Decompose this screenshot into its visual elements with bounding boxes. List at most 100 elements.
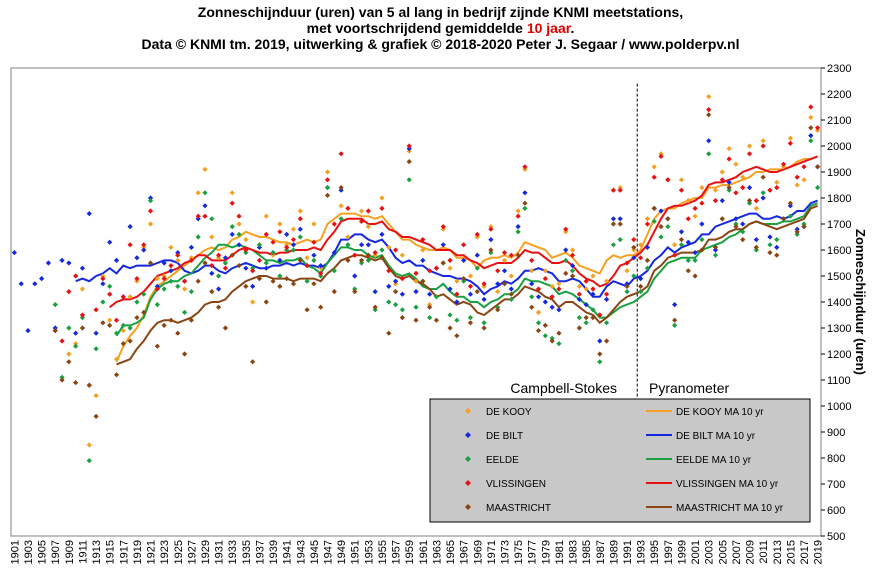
data-point-maastricht xyxy=(495,307,501,313)
data-point-maastricht xyxy=(808,125,814,131)
data-point-maastricht xyxy=(508,291,514,297)
x-tick-label: 2013 xyxy=(772,540,784,564)
data-point-eelde xyxy=(726,187,732,193)
data-point-maastricht xyxy=(665,216,671,222)
data-point-vlissingen xyxy=(685,216,691,222)
data-point-eelde xyxy=(161,286,167,292)
data-point-vlissingen xyxy=(420,237,426,243)
data-point-vlissingen xyxy=(447,257,453,263)
data-point-de-kooy xyxy=(556,281,562,287)
data-point-de-bilt xyxy=(488,237,494,243)
data-point-eelde xyxy=(229,224,235,230)
data-point-vlissingen xyxy=(168,263,174,269)
data-point-eelde xyxy=(767,242,773,248)
data-point-de-kooy xyxy=(740,174,746,180)
data-point-maastricht xyxy=(318,304,324,310)
data-point-vlissingen xyxy=(515,213,521,219)
data-point-maastricht xyxy=(311,281,317,287)
data-point-maastricht xyxy=(420,278,426,284)
data-point-vlissingen xyxy=(413,270,419,276)
x-tick-label: 1925 xyxy=(173,540,185,564)
data-point-de-bilt xyxy=(699,221,705,227)
data-point-de-bilt xyxy=(597,338,603,344)
data-point-de-bilt xyxy=(209,270,215,276)
data-point-maastricht xyxy=(610,221,616,227)
data-point-vlissingen xyxy=(263,231,269,237)
data-point-eelde xyxy=(100,299,106,305)
y-tick-label: 2200 xyxy=(827,89,851,101)
data-point-eelde xyxy=(263,260,269,266)
data-point-de-kooy xyxy=(154,276,160,282)
data-point-de-bilt xyxy=(243,265,249,271)
data-point-de-kooy xyxy=(454,278,460,284)
data-point-vlissingen xyxy=(379,205,385,211)
data-point-eelde xyxy=(794,231,800,237)
data-point-maastricht xyxy=(624,283,630,289)
data-point-maastricht xyxy=(467,320,474,326)
data-point-de-kooy xyxy=(794,182,800,188)
annotation-campbell-stokes: Campbell-Stokes xyxy=(510,380,617,396)
ma-line-vlissingen xyxy=(109,155,818,308)
y-tick-label: 500 xyxy=(827,531,845,543)
data-point-eelde xyxy=(685,257,691,263)
data-point-de-bilt xyxy=(297,226,303,232)
data-point-maastricht xyxy=(685,268,691,274)
data-point-vlissingen xyxy=(712,198,719,204)
data-point-vlissingen xyxy=(808,104,814,110)
data-point-eelde xyxy=(188,289,194,295)
data-point-eelde xyxy=(147,198,154,204)
data-point-de-bilt xyxy=(501,268,508,274)
data-point-de-kooy xyxy=(644,216,651,222)
y-tick-label: 2300 xyxy=(827,63,851,75)
x-tick-label: 1937 xyxy=(254,540,266,564)
x-tick-label: 2003 xyxy=(704,540,716,564)
data-point-de-kooy xyxy=(685,198,691,204)
data-point-eelde xyxy=(311,257,317,263)
data-point-vlissingen xyxy=(631,237,637,243)
data-point-de-bilt xyxy=(542,299,548,305)
data-point-vlissingen xyxy=(290,237,297,243)
data-point-de-kooy xyxy=(638,242,644,248)
data-point-vlissingen xyxy=(454,291,460,297)
data-point-de-kooy xyxy=(66,351,72,357)
data-point-vlissingen xyxy=(624,260,630,266)
data-point-eelde xyxy=(447,312,453,318)
data-point-eelde xyxy=(127,325,133,331)
data-point-de-bilt xyxy=(583,302,589,308)
data-point-vlissingen xyxy=(719,177,725,183)
data-point-maastricht xyxy=(209,289,215,295)
data-point-de-bilt xyxy=(753,237,759,243)
data-point-de-bilt xyxy=(454,299,460,305)
data-point-de-kooy xyxy=(406,148,412,154)
data-point-eelde xyxy=(277,273,283,279)
data-point-vlissingen xyxy=(113,317,120,323)
data-point-de-bilt xyxy=(706,138,712,144)
data-point-maastricht xyxy=(52,328,58,334)
data-point-eelde xyxy=(760,190,766,196)
data-point-de-kooy xyxy=(324,169,331,175)
data-point-maastricht xyxy=(222,325,229,331)
data-point-de-kooy xyxy=(535,309,542,315)
y-tick-label: 1500 xyxy=(827,271,851,283)
data-point-eelde xyxy=(808,138,814,144)
data-point-de-bilt xyxy=(352,273,358,279)
data-point-vlissingen xyxy=(100,276,106,282)
data-point-eelde xyxy=(181,309,188,315)
data-point-maastricht xyxy=(120,341,126,347)
title-line-3: Data © KNMI tm. 2019, uitwerking & grafi… xyxy=(141,36,740,52)
data-point-maastricht xyxy=(733,224,739,230)
data-point-maastricht xyxy=(603,338,610,344)
data-point-de-kooy xyxy=(787,135,793,141)
data-point-de-kooy xyxy=(107,317,113,323)
x-tick-label: 1971 xyxy=(486,540,498,564)
data-point-maastricht xyxy=(290,281,297,287)
annual-points xyxy=(11,94,821,464)
data-point-eelde xyxy=(651,218,657,224)
data-point-eelde xyxy=(413,304,419,310)
data-point-maastricht xyxy=(379,255,385,261)
data-point-de-bilt xyxy=(413,289,419,295)
data-point-eelde xyxy=(787,213,793,219)
data-point-vlissingen xyxy=(474,231,480,237)
data-point-eelde xyxy=(597,359,603,365)
data-point-maastricht xyxy=(427,304,433,310)
